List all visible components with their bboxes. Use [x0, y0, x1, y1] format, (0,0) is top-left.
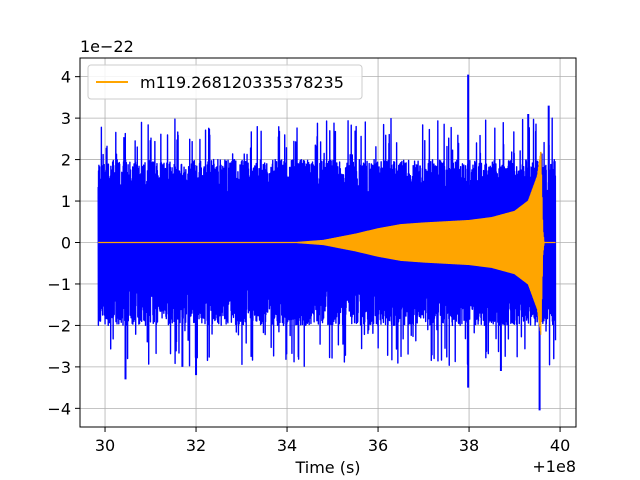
legend-label: m119.268120335378235: [140, 73, 344, 92]
y-tick-label: 1: [61, 192, 71, 211]
noise-series-line: [97, 117, 557, 367]
y-tick-label: −2: [47, 316, 71, 335]
y-tick-label: 2: [61, 151, 71, 170]
x-tick-label: 40: [550, 436, 570, 455]
y-scale-text: 1e−22: [80, 37, 134, 56]
y-tick-label: 4: [61, 68, 71, 87]
y-tick-label: −3: [47, 358, 71, 377]
x-offset-text: +1e8: [532, 457, 576, 476]
legend-box: [87, 64, 363, 100]
y-tick-label: 0: [61, 234, 71, 253]
x-tick-label: 38: [459, 436, 479, 455]
y-tick-label: 3: [61, 109, 71, 128]
x-tick-label: 32: [186, 436, 206, 455]
chirp-series-line: [97, 151, 556, 336]
y-tick-label: −1: [47, 275, 71, 294]
y-tick-label: −4: [47, 399, 71, 418]
legend: m119.268120335378235: [87, 64, 363, 100]
x-tick-label: 30: [95, 436, 115, 455]
series-layer: [97, 74, 557, 411]
x-tick-label: 36: [368, 436, 388, 455]
x-tick-label: 34: [277, 436, 297, 455]
x-axis-label: Time (s): [294, 458, 360, 477]
